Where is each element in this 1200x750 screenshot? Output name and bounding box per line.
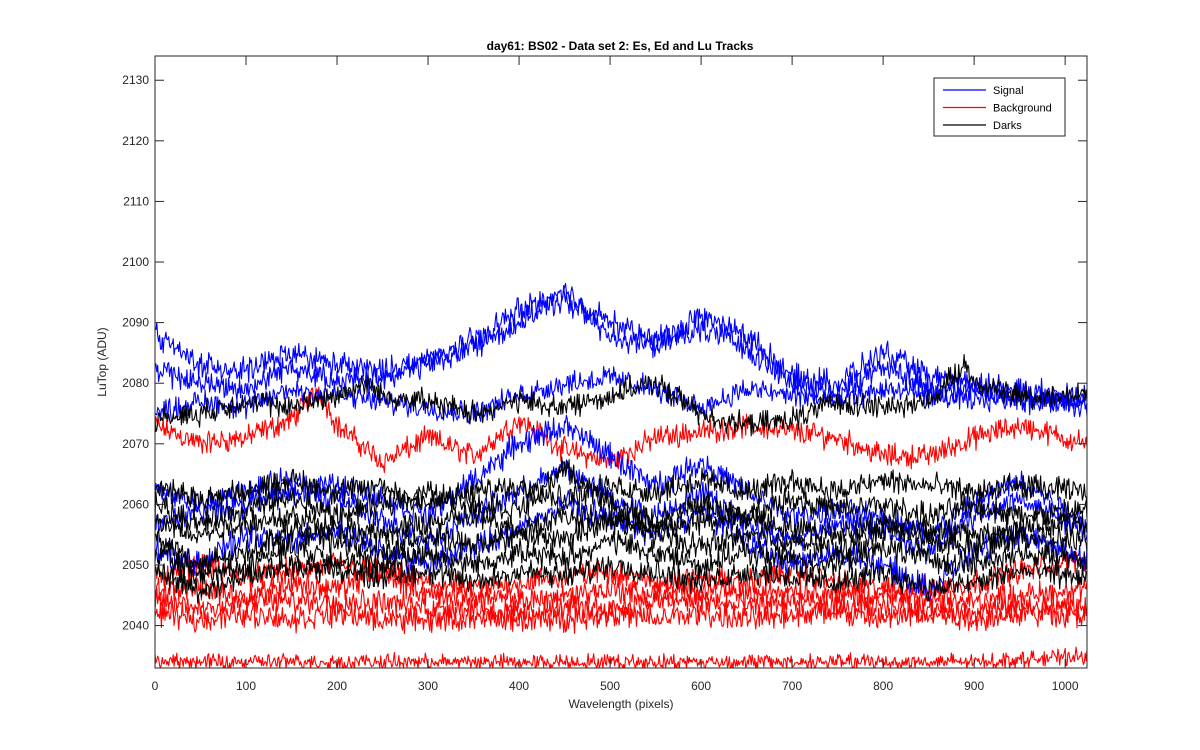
legend-label-signal: Signal — [993, 85, 1024, 97]
y-tick-label: 2050 — [122, 558, 149, 572]
plot-frame — [154, 55, 1088, 669]
y-tick-label: 2110 — [123, 194, 149, 208]
series-line-background-11 — [155, 646, 1087, 668]
x-axis: 0 100 200 300 400 500 600 700 800 900 1000 — [152, 56, 1079, 693]
series-line-background-8 — [155, 561, 1087, 616]
x-tick-label: 400 — [509, 679, 529, 693]
series-line-darks-17 — [155, 529, 1087, 585]
y-tick-label: 2060 — [122, 497, 149, 511]
x-tick-label: 1000 — [1052, 679, 1079, 693]
y-axis-label: LuTop (ADU) — [95, 327, 109, 396]
x-tick-label: 700 — [782, 679, 802, 693]
x-tick-label: 100 — [236, 679, 256, 693]
y-tick-label: 2120 — [122, 134, 149, 148]
x-tick-label: 300 — [418, 679, 438, 693]
y-tick-label: 2090 — [122, 316, 149, 330]
series-line-darks-12 — [155, 353, 1087, 437]
series-line-signal-4 — [155, 459, 1087, 565]
y-tick-label: 2040 — [122, 619, 149, 633]
x-tick-label: 200 — [327, 679, 347, 693]
series-line-darks-18 — [155, 554, 1087, 604]
y-axis: 2040 2050 2060 2070 2080 2090 2100 2110 2120 2130 — [122, 73, 1087, 633]
series-line-darks-14 — [155, 456, 1087, 535]
x-tick-label: 0 — [152, 679, 159, 693]
x-tick-label: 600 — [691, 679, 711, 693]
series-line-background-10 — [155, 599, 1087, 635]
chart-title: day61: BS02 - Data set 2: Es, Ed and Lu … — [487, 39, 754, 53]
legend: Signal Background Darks — [933, 77, 1066, 137]
legend-label-background: Background — [993, 103, 1052, 115]
x-tick-label: 800 — [873, 679, 893, 693]
legend-label-darks: Darks — [993, 120, 1022, 132]
x-axis-label: Wavelength (pixels) — [569, 697, 674, 711]
y-tick-label: 2070 — [122, 437, 149, 451]
y-tick-label: 2080 — [122, 376, 149, 390]
series-layer — [155, 282, 1087, 668]
series-line-signal-1 — [155, 284, 1087, 416]
y-tick-label: 2130 — [122, 73, 149, 87]
x-tick-label: 500 — [600, 679, 620, 693]
x-tick-label: 900 — [964, 679, 984, 693]
series-line-darks-13 — [155, 467, 1087, 512]
series-line-darks-16 — [155, 508, 1087, 573]
y-tick-label: 2100 — [122, 255, 149, 269]
plot-area: 0 100 200 300 400 500 600 700 800 900 1000 2040 205… — [122, 55, 1088, 693]
